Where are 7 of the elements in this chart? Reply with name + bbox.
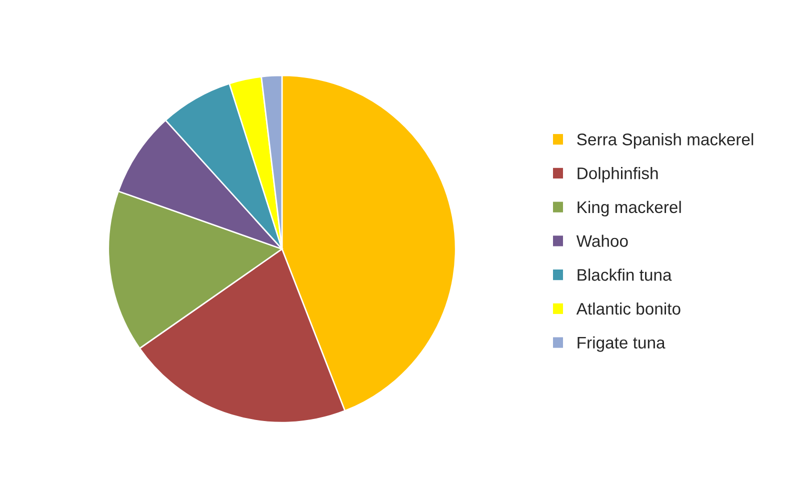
legend-label: Blackfin tuna <box>578 268 672 281</box>
legend-label: Atlantic bonito <box>576 302 680 315</box>
legend-label: Serra Spanish mackerel <box>577 133 754 149</box>
legend-label: Frigate tuna <box>578 336 666 352</box>
legend-label: Wahoo <box>576 234 628 247</box>
legend-label: King mackerel <box>578 200 681 216</box>
legend-label: Dolphinfish <box>578 166 658 183</box>
